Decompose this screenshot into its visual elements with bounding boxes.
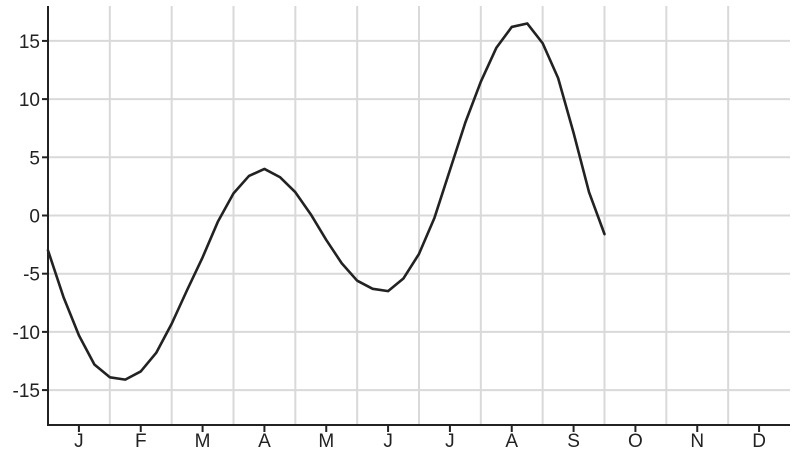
x-tick-label: O bbox=[628, 431, 643, 452]
y-tick-label: -5 bbox=[23, 265, 40, 286]
x-tick-label: F bbox=[135, 431, 147, 452]
x-tick-label: D bbox=[752, 431, 766, 452]
x-tick-label: J bbox=[383, 431, 393, 452]
y-tick-label: 0 bbox=[29, 207, 40, 228]
y-tick-label: 5 bbox=[29, 148, 40, 169]
series-layer bbox=[46, 22, 606, 381]
x-tick-label: A bbox=[505, 431, 518, 452]
y-tick-label: 15 bbox=[19, 32, 40, 53]
grid bbox=[48, 6, 790, 425]
axes bbox=[42, 6, 790, 432]
x-tick-label: S bbox=[567, 431, 580, 452]
x-tick-label: M bbox=[318, 431, 334, 452]
y-tick-label: -15 bbox=[13, 381, 40, 402]
x-tick-label: A bbox=[258, 431, 271, 452]
series-line bbox=[46, 22, 606, 381]
x-tick-label: J bbox=[445, 431, 455, 452]
x-tick-label: M bbox=[195, 431, 211, 452]
y-tick-label: -10 bbox=[13, 323, 40, 344]
x-tick-label: N bbox=[690, 431, 704, 452]
tick-labels: 15 10 5 0 -5 -10 -15 J F M A M J J A S O N D bbox=[13, 32, 766, 452]
x-tick-label: J bbox=[74, 431, 84, 452]
y-tick-label: 10 bbox=[19, 90, 40, 111]
